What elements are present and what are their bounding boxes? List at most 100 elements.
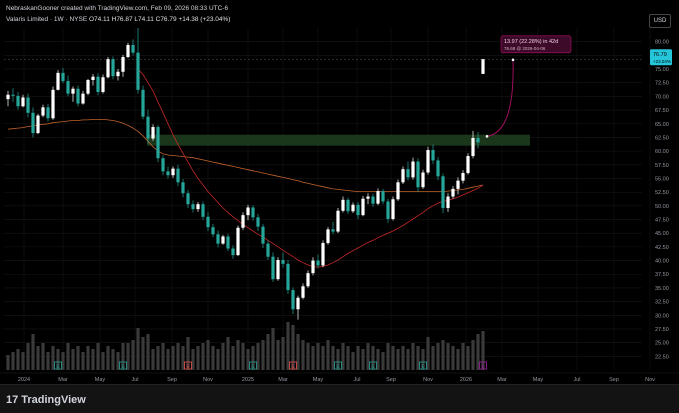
candle-body xyxy=(456,180,460,189)
high-value: H76.87 xyxy=(111,16,133,23)
volume-bar xyxy=(221,343,225,370)
candle-body xyxy=(266,243,270,257)
candle-body xyxy=(376,191,380,204)
candle-body xyxy=(406,169,410,178)
candle-body xyxy=(26,97,30,113)
candle-body xyxy=(231,248,235,256)
volume-bar xyxy=(6,355,10,370)
measure-label-sub: 76.68 @ 2026-04-06 xyxy=(504,46,546,51)
candle-body xyxy=(386,201,390,219)
x-tick-label: Sep xyxy=(167,377,177,383)
volume-bar xyxy=(351,352,355,370)
candle-body xyxy=(351,204,355,212)
volume-bar xyxy=(156,346,160,370)
volume-bar xyxy=(31,334,35,370)
y-tick-label: 60.00 xyxy=(655,149,669,155)
candle-body xyxy=(6,94,10,100)
volume-bar xyxy=(71,349,75,370)
y-tick-label: 27.50 xyxy=(655,327,669,333)
tradingview-logo[interactable]: 17 TradingView xyxy=(6,394,86,406)
candle-body xyxy=(146,116,150,139)
ma-slow-line xyxy=(7,119,484,192)
zone-layer xyxy=(147,134,530,146)
volume-bar xyxy=(476,334,480,370)
volume-bar xyxy=(11,352,15,370)
volume-bar xyxy=(76,346,80,370)
price-tag-change: +23.04% xyxy=(653,59,671,64)
candle-body xyxy=(216,234,220,244)
candle-body xyxy=(46,107,50,119)
candle-body xyxy=(421,172,425,188)
volume-bar xyxy=(461,343,465,370)
y-tick-label: 57.50 xyxy=(655,163,669,169)
candle-body xyxy=(256,217,260,227)
earnings-marker xyxy=(249,361,257,370)
x-tick-label: Mar xyxy=(58,377,68,383)
candle-body xyxy=(206,216,210,228)
volume-bar xyxy=(431,346,435,370)
y-tick-label: 35.00 xyxy=(655,286,669,292)
earnings-marker-label: E xyxy=(121,364,125,370)
volume-bar xyxy=(276,340,280,370)
volume-bar xyxy=(296,334,300,370)
candle-body xyxy=(451,188,455,197)
volume-bar xyxy=(261,340,265,370)
earnings-marker xyxy=(479,361,487,370)
candle-body xyxy=(301,286,305,298)
currency-button[interactable]: USD xyxy=(649,14,671,28)
volume-bar xyxy=(396,349,400,370)
candle-body xyxy=(56,72,60,90)
candle-body xyxy=(311,260,315,274)
candle-body xyxy=(326,229,330,244)
volume-bar xyxy=(16,349,20,370)
candle-body xyxy=(66,81,70,94)
candle-body xyxy=(271,256,275,280)
candle-body xyxy=(416,161,420,188)
volume-bar xyxy=(441,340,445,370)
y-tick-label: 70.00 xyxy=(655,94,669,100)
volume-bar xyxy=(286,322,290,370)
volume-bar xyxy=(241,343,245,370)
candle-body xyxy=(291,290,295,310)
candle-body xyxy=(51,89,55,119)
volume-bar xyxy=(21,352,25,370)
candle-body xyxy=(41,107,45,116)
projection-end-dot xyxy=(511,58,515,62)
volume-bar xyxy=(51,346,55,370)
volume-bar xyxy=(146,334,150,370)
volume-bar xyxy=(181,346,185,370)
volume-bar xyxy=(226,337,230,370)
volume-bar xyxy=(381,352,385,370)
candle-body xyxy=(361,198,365,216)
volume-bar xyxy=(81,352,85,370)
y-tick-label: 52.50 xyxy=(655,190,669,196)
volume-bar xyxy=(131,340,135,370)
x-tick-label: Mar xyxy=(278,377,288,383)
candle-body xyxy=(126,44,130,58)
earnings-marker xyxy=(334,361,342,370)
volume-bar xyxy=(206,340,210,370)
candle-body xyxy=(91,76,95,80)
x-tick-label: Sep xyxy=(386,377,396,383)
candle-body xyxy=(461,173,465,181)
candle-body xyxy=(281,260,285,264)
volume-bar xyxy=(106,346,110,370)
grid-layer xyxy=(4,28,651,370)
volume-bar xyxy=(56,349,60,370)
volume-bar xyxy=(366,343,370,370)
volume-bar xyxy=(376,349,380,370)
volume-bar xyxy=(86,346,90,370)
y-tick-label: 45.00 xyxy=(655,231,669,237)
symbol-legend: Valaris Limited · 1W · NYSE O74.11 H76.8… xyxy=(6,16,230,23)
candle-body xyxy=(71,88,75,94)
earnings-marker xyxy=(289,361,297,370)
volume-bar xyxy=(46,352,50,370)
x-tick-label: Sep xyxy=(609,377,619,383)
candle-body xyxy=(431,150,435,161)
candle-body xyxy=(446,196,450,209)
volume-bar xyxy=(266,334,270,370)
price-tag-value: 76.79 xyxy=(653,52,667,58)
y-tick-label: 42.50 xyxy=(655,245,669,251)
